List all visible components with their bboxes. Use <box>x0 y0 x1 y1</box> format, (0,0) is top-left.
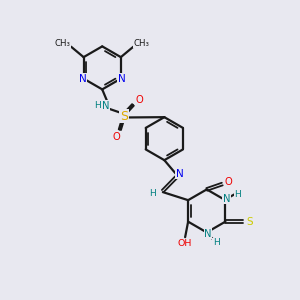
Text: N: N <box>102 101 110 111</box>
Text: N: N <box>204 229 212 239</box>
Text: N: N <box>118 74 125 84</box>
Text: S: S <box>247 217 253 227</box>
Text: N: N <box>176 169 184 178</box>
Text: CH₃: CH₃ <box>134 39 150 48</box>
Text: CH₃: CH₃ <box>55 39 71 48</box>
Text: OH: OH <box>177 239 192 248</box>
Text: H: H <box>235 190 241 199</box>
Text: O: O <box>135 94 143 104</box>
Text: O: O <box>112 132 120 142</box>
Text: O: O <box>224 177 232 187</box>
Text: S: S <box>120 110 128 123</box>
Text: H: H <box>94 101 101 110</box>
Text: H: H <box>213 238 220 247</box>
Text: N: N <box>79 74 87 84</box>
Text: N: N <box>223 194 230 204</box>
Text: H: H <box>149 189 155 198</box>
